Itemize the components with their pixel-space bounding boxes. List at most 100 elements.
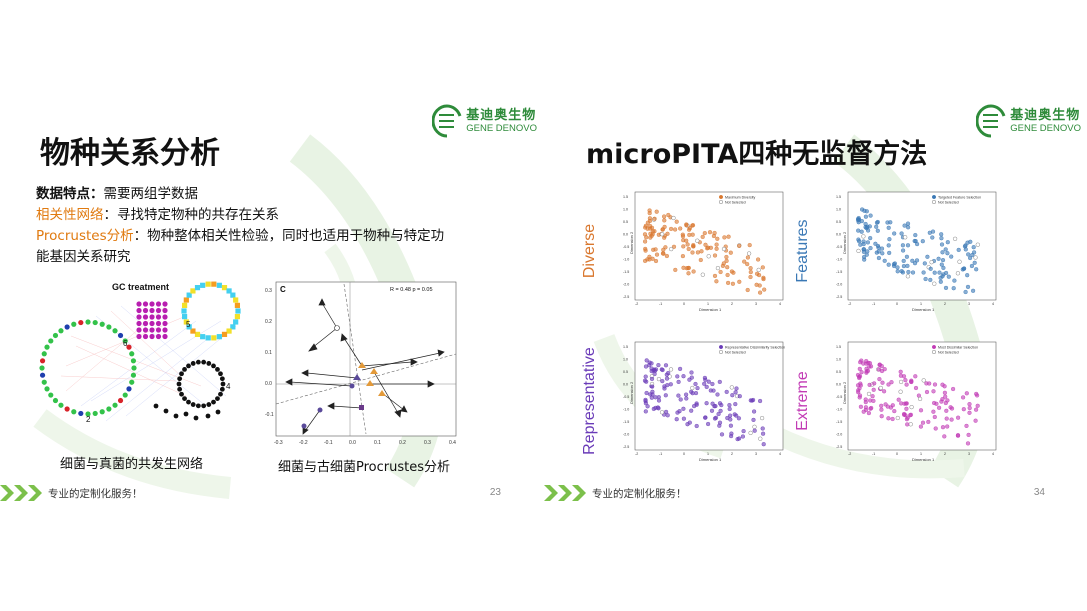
network-node (136, 314, 142, 320)
xtick-label: -2 (848, 302, 851, 306)
network-node (201, 359, 207, 365)
bullet-procrustes: Procrustes分析：物种整体相关性检验，同时也适用于物种与特定功 (36, 226, 506, 247)
ytick-label: 1.5 (623, 345, 628, 349)
network-node (186, 363, 191, 369)
network-label: 6 (123, 339, 128, 348)
xtick-label: -1 (872, 452, 875, 456)
network-node (179, 391, 184, 397)
scatter-points (855, 358, 980, 446)
network-node (162, 301, 168, 307)
procrustes-xtick: -0.3 (274, 440, 283, 446)
network-figure: GC treatment 5 4 6 2 (39, 281, 241, 424)
procrustes-yticks: 0.3 0.2 0.1 0.0 -0.1 (265, 288, 274, 418)
network-node (142, 314, 149, 320)
network-node (149, 333, 155, 340)
procrustes-xtick: 0.3 (424, 440, 431, 446)
ytick-label: -0.5 (623, 245, 629, 249)
procrustes-ytick: 0.2 (265, 319, 272, 325)
network-node (215, 396, 220, 401)
network-node (71, 409, 77, 415)
bullet-text: 需要两组学数据 (103, 186, 199, 202)
network-title: GC treatment (112, 282, 169, 292)
legend-entry: Most Dissimilar Selection (938, 346, 978, 350)
network-node (234, 302, 241, 308)
network-node (52, 332, 59, 339)
xtick-label: 4 (992, 452, 994, 456)
slide-title: microPITA四种无监督方法 (586, 139, 928, 170)
y-axis-label: Dimension 2 (842, 231, 847, 254)
legend-entry: Not Selected (938, 351, 959, 355)
network-node (106, 324, 112, 330)
network-node (162, 327, 168, 333)
ytick-label: -2.5 (623, 445, 629, 449)
logo-mark-icon (976, 104, 1006, 138)
network-node (211, 335, 217, 341)
bullet-correlation: 相关性网络：寻找特定物种的共存在关系 (36, 205, 506, 226)
network-node (64, 324, 70, 330)
network-node (162, 320, 168, 327)
network-node (155, 320, 162, 327)
ytick-label: -2.5 (836, 295, 842, 299)
network-node (221, 285, 228, 291)
network-node (163, 408, 169, 414)
network-node (153, 403, 159, 409)
network-node (149, 320, 155, 327)
network-node (190, 288, 196, 294)
network-node (126, 344, 132, 350)
x-axis-label: Dimension 1 (912, 307, 935, 312)
ytick-label: 1.0 (623, 358, 628, 362)
procrustes-caption: 细菌与古细菌Procrustes分析 (278, 460, 450, 475)
network-node (136, 327, 142, 333)
network-node (206, 402, 212, 407)
ytick-label: 1.0 (836, 358, 841, 362)
xtick-label: 0 (896, 452, 898, 456)
legend-entry: Representative Dissimilarity Selection (725, 346, 785, 350)
network-node (186, 292, 192, 298)
network-node (183, 297, 189, 303)
network-node (219, 376, 225, 382)
network-node (193, 415, 199, 421)
ytick-label: 1.0 (623, 208, 628, 212)
ytick-label: -1.5 (836, 420, 842, 424)
network-ring-yellow (181, 281, 241, 341)
chevron-arrows-icon (544, 485, 586, 501)
network-node (200, 334, 206, 340)
panel-features: Features Targeted Feature Selection Not Se… (794, 188, 1002, 313)
x-axis-label: Dimension 1 (699, 307, 722, 312)
footer-slogan: 专业的定制化服务！ (592, 488, 687, 500)
ytick-label: -2.0 (623, 433, 629, 437)
procrustes-xtick: 0.4 (449, 440, 456, 446)
network-node (183, 411, 189, 417)
x-axis-label: Dimension 1 (699, 457, 722, 462)
logo-name-cn: 基迪奥生物 (466, 107, 537, 123)
network-label: 5 (186, 320, 191, 329)
bullet-text: ：寻找特定物种的共存在关系 (103, 207, 280, 223)
company-logo: 基迪奥生物 GENE DENOVO (976, 104, 1081, 138)
procrustes-xtick: 0.1 (374, 440, 381, 446)
procrustes-figure: C R = 0.48 p = 0.05 0.3 0.2 0.1 0.0 -0.1 -0.… (265, 281, 457, 446)
logo-mark-icon (432, 104, 462, 138)
bullet-list: 数据特点：需要两组学数据 相关性网络：寻找特定物种的共存在关系 Procrust… (36, 184, 506, 268)
ytick-label: 1.5 (836, 345, 841, 349)
network-node (58, 328, 64, 334)
y-axis-label: Dimension 2 (842, 381, 847, 404)
network-node (221, 331, 228, 337)
network-node (117, 332, 124, 339)
network-node (162, 307, 168, 314)
network-label: 4 (226, 382, 231, 391)
network-node (44, 386, 50, 392)
ytick-label: 1.0 (836, 208, 841, 212)
footer-slogan: 专业的定制化服务！ (48, 488, 143, 500)
ytick-label: -2.5 (623, 295, 629, 299)
ytick-label: 1.5 (623, 195, 628, 199)
network-node (181, 308, 187, 314)
slide-34[interactable]: 基迪奥生物 GENE DENOVO microPITA四种无监督方法 Diver… (544, 88, 1087, 510)
slide-23[interactable]: 基迪奥生物 GENE DENOVO 物种关系分析 数据特点：需要两组学数据 相关… (0, 88, 543, 510)
ytick-label: -1.0 (623, 258, 629, 262)
network-node (173, 413, 179, 419)
method-label: Features (794, 219, 811, 283)
xtick-label: 2 (731, 302, 733, 306)
ytick-label: -1.5 (836, 270, 842, 274)
